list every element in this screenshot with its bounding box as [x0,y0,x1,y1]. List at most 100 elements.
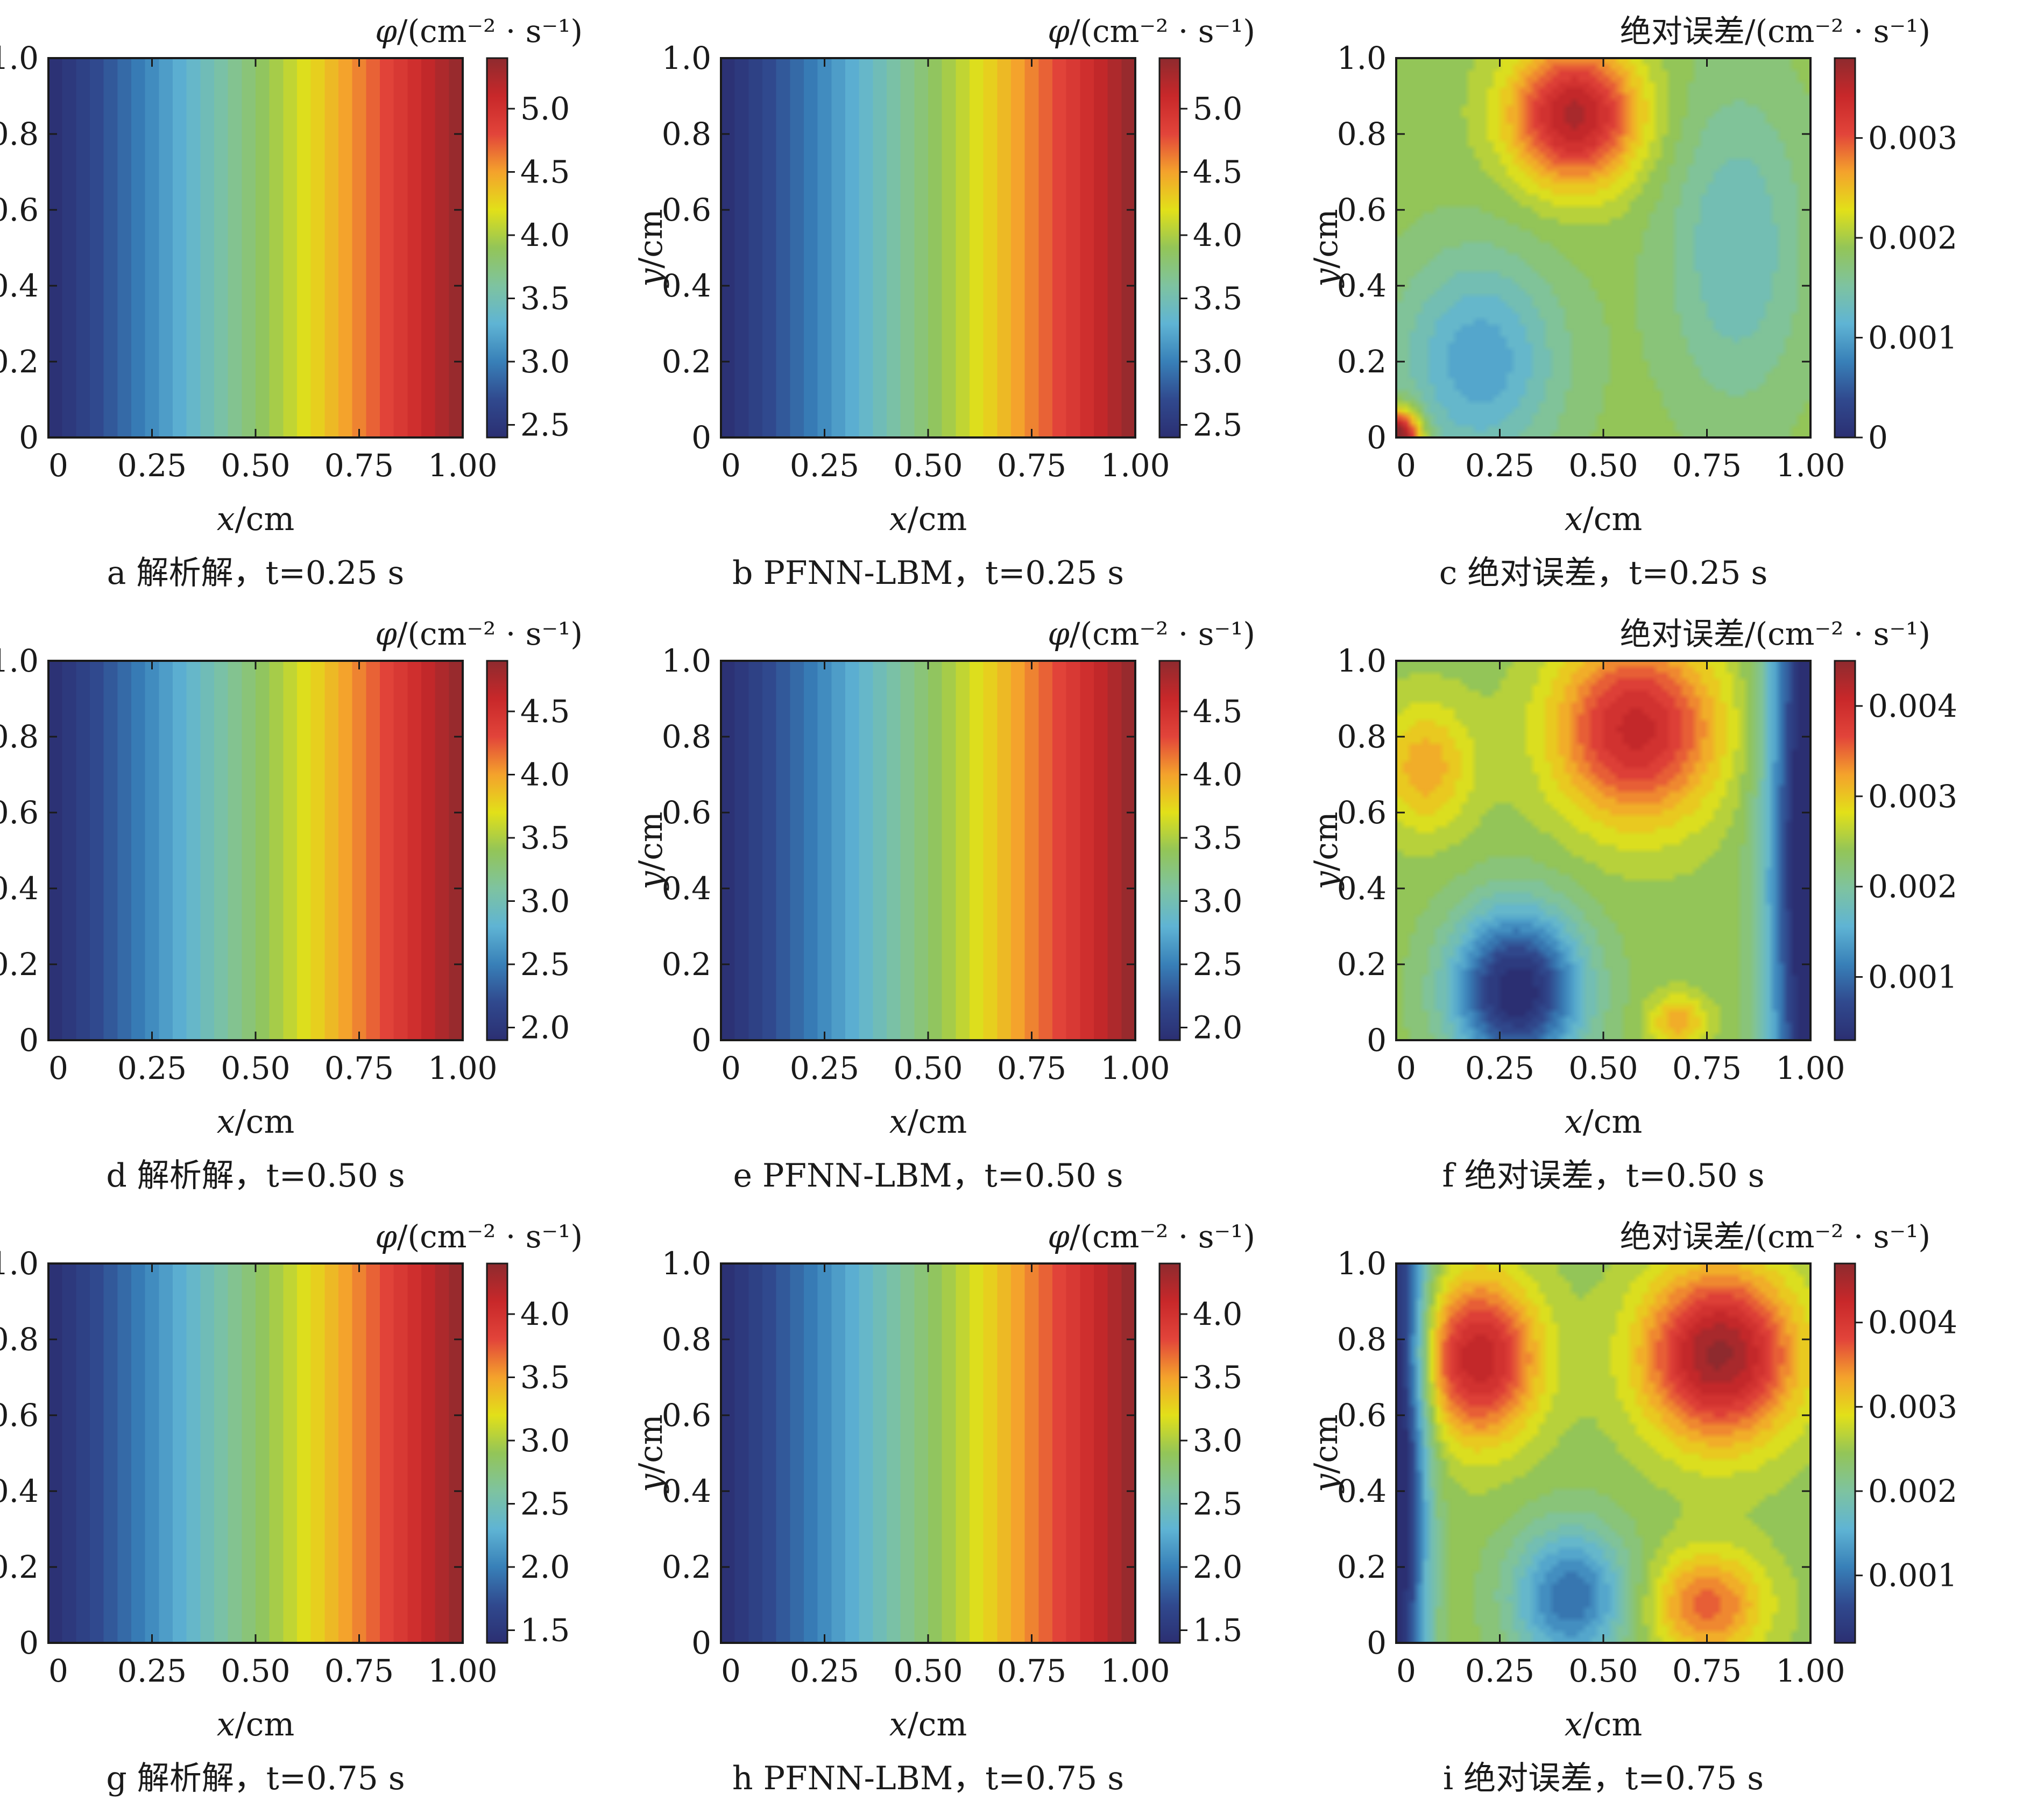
colorbar-tick-label: 3.0 [520,343,570,380]
colorbar-title: φ/(cm⁻² · s⁻¹) [1048,616,1255,652]
y-tick-label: 0.6 [662,794,711,831]
heatmap-f [1396,661,1810,1040]
panel-h: 0 0.25 0.50 0.75 1.00 0 0.2 0.4 0.6 0.8 1.0 x/cm y/c… [632,1218,1255,1797]
y-tick-label: 0.8 [1337,1321,1387,1358]
colorbar-tick-label: 2.5 [520,407,570,443]
panel-caption: f 绝对误差，t=0.50 s [1442,1157,1764,1195]
x-tick-label: 1.00 [1100,1050,1170,1086]
colorbar-tick-label: 5.0 [520,90,570,127]
x-tick-label: 0.50 [221,1653,290,1689]
colorbar-a [486,57,508,439]
y-tick-label: 0.8 [0,718,39,755]
x-tick-label: 0.25 [1465,1653,1534,1689]
y-tick-label: 0.6 [1337,1397,1387,1434]
y-tick-label: 1.0 [662,643,711,679]
panel-caption: g 解析解，t=0.75 s [106,1760,405,1797]
colorbar-tick-label: 1.5 [1193,1612,1242,1649]
colorbar-title: 绝对误差/(cm⁻² · s⁻¹) [1620,616,1930,652]
colorbar-e [1158,660,1181,1041]
y-tick-label: 0.8 [1337,718,1387,755]
y-tick-label: 0.8 [662,116,711,152]
y-tick-label: 0.8 [0,1321,39,1358]
y-tick-label: 0.2 [662,1549,711,1585]
panel-caption: e PFNN-LBM，t=0.50 s [733,1157,1123,1195]
y-tick-label: 0.2 [1337,1549,1387,1585]
x-axis-label: x/cm [889,1103,967,1141]
colorbar-tick-label: 4.5 [520,154,570,190]
colorbar-tick-label: 0.001 [1868,1557,1957,1594]
y-tick-label: 1.0 [0,40,39,76]
x-tick-label: 0 [1396,1653,1416,1689]
y-tick-label: 1.0 [0,643,39,679]
x-tick-label: 0.75 [1672,447,1742,484]
y-tick-label: 0.8 [0,116,39,152]
x-axis-label: x/cm [889,500,967,538]
x-tick-label: 0.75 [997,1653,1066,1689]
colorbar-tick-label: 3.0 [1193,343,1242,380]
x-tick-label: 0.50 [893,1050,963,1086]
y-tick-label: 0.6 [662,192,711,228]
panel-f: 0 0.25 0.50 0.75 1.00 0 0.2 0.4 0.6 0.8 1.0 x/cm y/c… [1307,616,1957,1195]
colorbar-tick-label: 3.0 [1193,1422,1242,1459]
colorbar-tick-label: 0 [1868,419,1888,456]
panel-b: 0 0.25 0.50 0.75 1.00 0 0.2 0.4 0.6 0.8 1.0 x/cm y/c… [632,13,1255,592]
panel-caption: i 绝对误差，t=0.75 s [1443,1760,1764,1797]
x-tick-label: 0 [721,1050,741,1086]
y-tick-label: 0.4 [0,870,39,907]
colorbar-title: 绝对误差/(cm⁻² · s⁻¹) [1620,13,1930,50]
colorbar-title: φ/(cm⁻² · s⁻¹) [375,616,583,652]
y-tick-label: 0.2 [662,343,711,380]
y-tick-label: 0.8 [662,718,711,755]
y-tick-label: 1.0 [662,40,711,76]
y-tick-label: 1.0 [1337,1245,1387,1282]
y-tick-label: 0 [1367,419,1387,456]
colorbar-tick-label: 4.0 [1193,217,1242,253]
colorbar-tick-label: 3.5 [1193,280,1242,317]
colorbar-tick-label: 2.5 [520,946,570,983]
x-tick-label: 0.50 [221,1050,290,1086]
colorbar-tick-label: 2.0 [520,1549,570,1585]
x-axis-label: x/cm [1565,1706,1643,1743]
colorbar-tick-label: 4.5 [1193,693,1242,730]
x-tick-label: 1.00 [428,1653,497,1689]
x-tick-label: 0.25 [790,1050,859,1086]
colorbar-tick-label: 2.5 [1193,1486,1242,1522]
colorbar-tick-label: 3.5 [520,1359,570,1396]
colorbar-tick-label: 0.002 [1868,1473,1957,1509]
panel-caption: b PFNN-LBM，t=0.25 s [732,554,1124,592]
y-tick-label: 0.4 [662,267,711,304]
colorbar-h [1158,1262,1181,1644]
y-tick-label: 0.2 [0,946,39,983]
y-tick-label: 0.6 [1337,192,1387,228]
y-tick-label: 0 [691,1625,711,1661]
colorbar-tick-label: 1.5 [520,1612,570,1649]
x-tick-label: 0.75 [997,447,1066,484]
panel-c: 0 0.25 0.50 0.75 1.00 0 0.2 0.4 0.6 0.8 1.0 x/cm y/c… [1307,13,1957,592]
y-tick-label: 0.2 [0,343,39,380]
y-tick-label: 0.2 [1337,343,1387,380]
panel-g: 00.250.500.751.0000.20.40.60.81.0x/cmy/c… [0,1218,583,1797]
y-tick-label: 0 [1367,1625,1387,1661]
colorbar-tick-label: 0.001 [1868,319,1957,356]
x-axis-label: x/cm [1565,500,1643,538]
x-tick-label: 0.75 [997,1050,1066,1086]
x-tick-label: 0.75 [1672,1653,1742,1689]
y-tick-label: 0.4 [662,870,711,907]
colorbar-tick-label: 0.003 [1868,119,1957,156]
y-axis-label: y/cm [1307,811,1345,891]
colorbar-g [486,1262,508,1644]
x-tick-label: 0.50 [221,447,290,484]
x-tick-label: 0.50 [1568,1050,1638,1086]
x-tick-label: 0 [48,1050,68,1086]
x-axis-label: x/cm [1565,1103,1643,1141]
y-tick-label: 0.6 [662,1397,711,1434]
y-axis-label: y/cm [1307,209,1345,288]
panel-e: 0 0.25 0.50 0.75 1.00 0 0.2 0.4 0.6 0.8 1.0 x/cm y/c… [632,616,1255,1195]
heatmap-a [48,58,463,437]
y-axis-label: y/cm [1307,1414,1345,1494]
colorbar-b [1158,57,1181,439]
panel-caption: c 绝对误差，t=0.25 s [1439,554,1768,592]
y-axis-label: y/cm [632,209,670,288]
y-tick-label: 0.4 [0,267,39,304]
colorbar-tick-label: 2.0 [1193,1010,1242,1046]
